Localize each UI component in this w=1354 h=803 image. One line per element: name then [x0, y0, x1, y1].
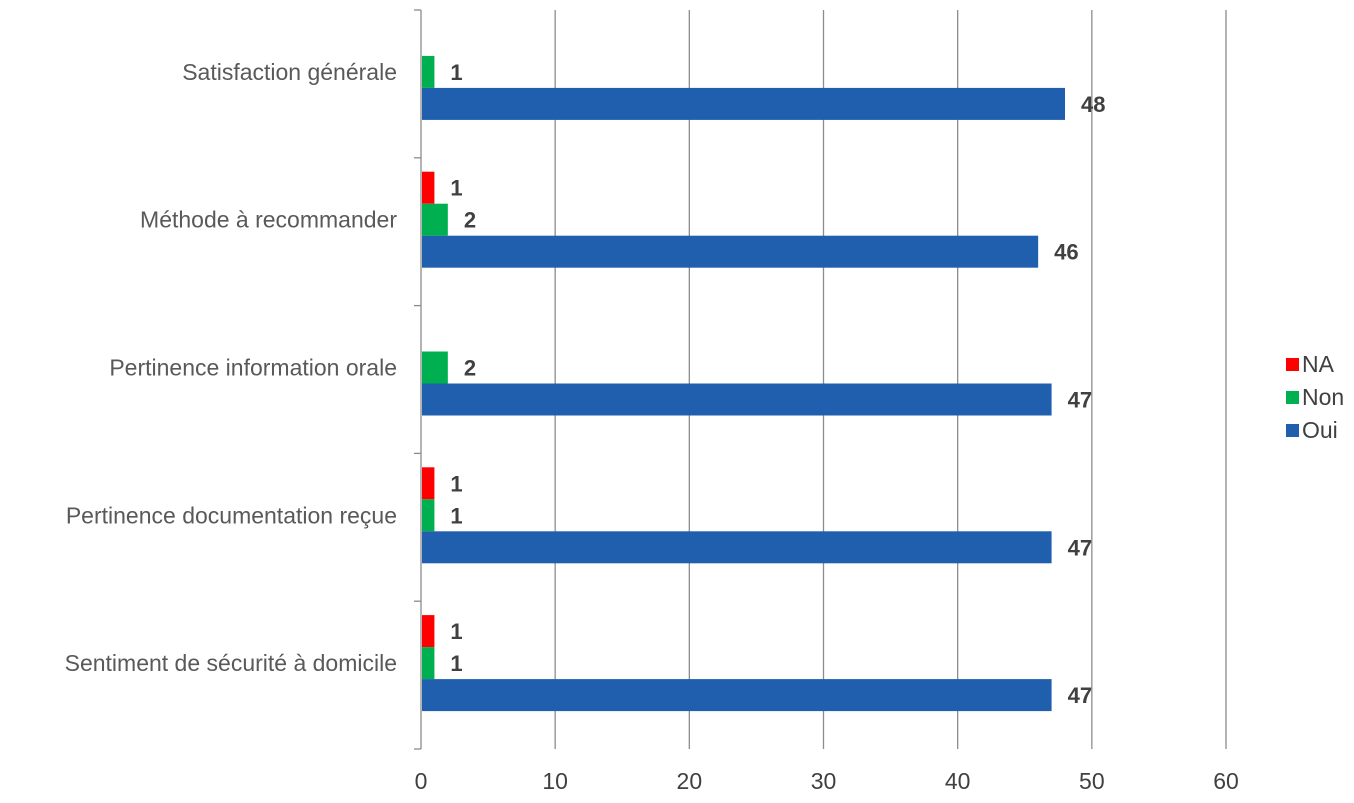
data-label: 1 — [450, 503, 462, 528]
category-label: Pertinence documentation reçue — [66, 502, 397, 528]
data-label: 1 — [450, 471, 462, 496]
category-label: Satisfaction générale — [182, 59, 397, 85]
data-label: 47 — [1068, 535, 1092, 560]
data-label: 1 — [450, 60, 462, 85]
data-label: 47 — [1068, 388, 1092, 413]
bar-oui — [422, 235, 1039, 268]
data-label: 2 — [464, 208, 476, 233]
data-label: 1 — [450, 651, 462, 676]
data-label: 47 — [1068, 683, 1092, 708]
legend-swatch-na — [1286, 358, 1299, 371]
bar-non — [422, 647, 435, 680]
legend-label-oui: Oui — [1302, 417, 1338, 443]
bar-oui — [422, 383, 1052, 416]
legend-label-na: NA — [1302, 351, 1335, 377]
legend: NA Non Oui — [1286, 351, 1344, 443]
bar-na — [422, 171, 435, 204]
bar-non — [422, 55, 435, 88]
data-label: 46 — [1054, 240, 1078, 265]
legend-swatch-non — [1286, 391, 1299, 404]
category-label: Pertinence information orale — [109, 355, 397, 381]
category-labels: Satisfaction générale Méthode à recommand… — [65, 59, 398, 676]
category-label: Méthode à recommander — [140, 207, 397, 233]
bar-oui — [422, 531, 1052, 564]
gridlines — [554, 10, 1227, 749]
x-tick-label: 20 — [677, 768, 703, 794]
bar-oui — [422, 679, 1052, 712]
legend-label-non: Non — [1302, 384, 1344, 410]
bar-non — [422, 351, 448, 384]
tick-labels: 0 10 20 30 40 50 60 — [415, 768, 1239, 794]
x-tick-label: 40 — [945, 768, 971, 794]
bar-non — [422, 499, 435, 532]
category-label: Sentiment de sécurité à domicile — [65, 650, 397, 676]
data-label: 2 — [464, 356, 476, 381]
x-tick-label: 0 — [415, 768, 428, 794]
data-label: 48 — [1081, 92, 1105, 117]
x-tick-label: 30 — [811, 768, 837, 794]
data-label: 1 — [450, 619, 462, 644]
legend-swatch-oui — [1286, 424, 1299, 437]
x-tick-label: 50 — [1079, 768, 1105, 794]
x-tick-label: 10 — [542, 768, 568, 794]
axes — [414, 9, 422, 750]
bar-na — [422, 615, 435, 648]
x-tick-label: 60 — [1213, 768, 1239, 794]
bars — [422, 55, 1065, 712]
data-label: 1 — [450, 176, 462, 201]
bar-oui — [422, 87, 1065, 120]
bar-na — [422, 467, 435, 500]
bar-non — [422, 203, 448, 236]
